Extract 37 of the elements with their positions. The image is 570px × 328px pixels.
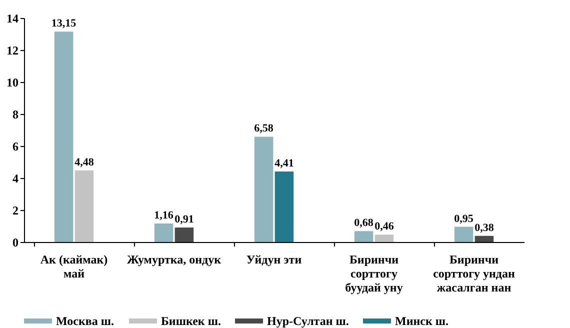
data-label: 0,38 [474,222,494,234]
y-tick-label: 0 [12,236,18,250]
data-label: 6,58 [254,122,274,135]
bar [374,234,394,242]
bar [474,236,494,242]
data-label: 1,16 [154,209,174,222]
bar [74,170,94,242]
data-label: 0,68 [354,217,374,230]
bar [54,32,74,242]
y-tick-label: 8 [12,108,18,122]
x-tick-label: Биринчи сорттогу ундан жасалган нан [433,252,515,294]
data-label: 4,48 [74,156,94,168]
y-tick-label: 14 [6,12,18,26]
data-label: 0,91 [174,213,194,226]
legend-label: Москва ш. [56,314,114,328]
data-label: 0,95 [454,212,474,225]
y-tick-label: 4 [12,172,18,186]
x-tick-label: Ак (каймак) май [40,252,108,280]
data-label: 4,41 [274,157,294,170]
legend-label: Минск ш. [395,314,449,328]
data-label: 0,46 [374,220,394,233]
y-tick-label: 2 [12,204,18,218]
x-tick-label: Биринчи сорттогу буудай уну [345,252,403,294]
bar [354,231,374,242]
x-tick-label: Уйдун эти [246,252,302,266]
legend-label: Нур-Султан ш. [267,314,349,328]
bar [274,171,294,242]
data-label: 13,15 [51,18,77,30]
y-tick-label: 6 [12,140,18,154]
bar [254,136,274,242]
bar [454,226,474,242]
y-tick-label: 10 [6,76,18,90]
y-tick-label: 12 [6,44,18,58]
x-tick-label: Жумуртка, ондук [126,252,222,266]
bar [174,227,194,242]
bar [154,223,174,242]
legend-label: Бишкек ш. [161,314,221,328]
